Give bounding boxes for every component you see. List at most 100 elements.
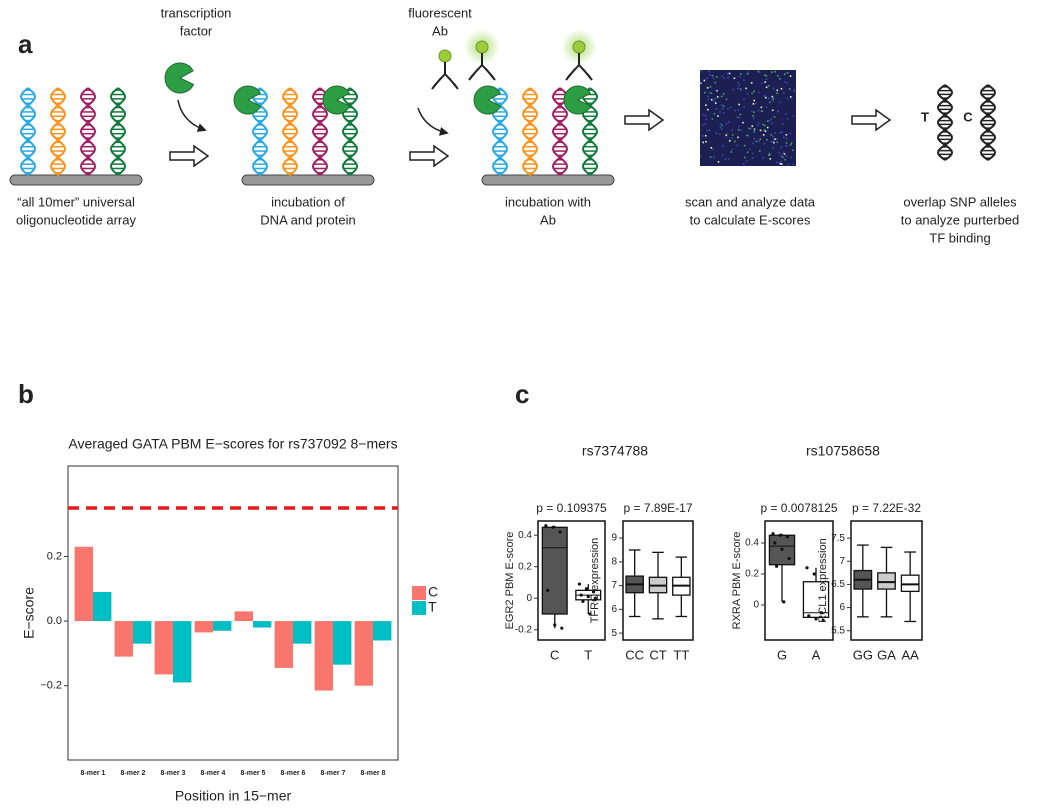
spot	[742, 121, 744, 124]
spot	[705, 104, 707, 106]
y-tick-label: 0	[526, 593, 532, 604]
strand	[19, 87, 37, 176]
strand	[551, 87, 569, 176]
spot	[705, 118, 708, 121]
strand	[281, 87, 299, 176]
step-caption: to calculate E-scores	[690, 212, 811, 227]
protein	[473, 85, 502, 115]
spot	[715, 89, 717, 92]
spot	[749, 148, 751, 151]
spot	[751, 110, 753, 113]
strand	[521, 87, 539, 176]
step-caption: DNA and protein	[260, 212, 355, 227]
spot	[765, 106, 768, 109]
spot	[722, 93, 725, 95]
spot	[720, 95, 723, 98]
y-tick-label: 0.0	[47, 615, 62, 627]
dna-helix	[521, 87, 539, 176]
dna-helix	[341, 87, 359, 176]
spot	[743, 79, 745, 81]
spot	[779, 162, 782, 165]
step-arrow	[851, 108, 892, 132]
spot	[714, 81, 717, 84]
bar	[74, 546, 93, 622]
bar	[173, 621, 192, 683]
spot	[764, 81, 766, 83]
x-tick-label: C	[550, 647, 559, 662]
spot	[725, 134, 728, 137]
allele: C	[963, 109, 973, 124]
spot	[760, 106, 763, 109]
bar	[213, 621, 232, 631]
y-axis-label: EGR2 PBM E-score	[504, 532, 516, 630]
spot	[753, 90, 755, 93]
spot	[720, 128, 723, 130]
spot	[757, 109, 760, 112]
curved-arrow	[177, 99, 207, 132]
spot	[792, 163, 795, 166]
point	[558, 530, 562, 534]
spot	[707, 98, 710, 101]
strand	[79, 87, 97, 176]
spot	[775, 138, 778, 141]
spot	[708, 92, 711, 94]
allele: T	[921, 109, 929, 124]
x-tick-label: 8-mer 4	[201, 770, 226, 777]
spot	[716, 96, 719, 98]
spot	[757, 124, 759, 126]
spot	[784, 81, 786, 83]
spot	[757, 140, 760, 143]
spot	[771, 122, 774, 125]
spot	[700, 70, 702, 73]
spot	[707, 95, 709, 98]
spot	[722, 111, 725, 114]
y-axis-label: RXRA PBM E-score	[731, 532, 743, 630]
spot	[707, 108, 709, 111]
spot	[781, 156, 784, 158]
spot	[715, 108, 718, 110]
snp-title: rs10758658	[806, 443, 880, 459]
x-tick-label: GG	[853, 647, 873, 662]
strand	[19, 87, 37, 176]
spot	[765, 86, 768, 89]
spot	[748, 127, 750, 130]
curved-arrow	[417, 107, 449, 136]
spot	[776, 92, 779, 95]
spot	[764, 130, 767, 133]
spot	[785, 142, 788, 144]
strand	[521, 87, 539, 176]
x-tick-label: CT	[649, 647, 666, 662]
spot	[792, 114, 795, 117]
reagent-label: factor	[180, 23, 213, 38]
spot	[766, 120, 769, 122]
spot	[753, 111, 755, 113]
x-tick-label: T	[584, 647, 592, 662]
spot	[751, 125, 754, 127]
x-axis-label: Position in 15−mer	[175, 788, 292, 804]
point	[785, 535, 789, 539]
spot	[704, 123, 707, 125]
spot	[712, 148, 714, 150]
spot	[752, 142, 754, 145]
spot	[753, 99, 756, 102]
strand	[79, 87, 97, 176]
spot	[751, 152, 754, 155]
spot	[776, 110, 779, 113]
y-tick-label: 0.2	[47, 550, 62, 562]
spot	[758, 150, 761, 152]
strand	[109, 87, 127, 176]
spot	[745, 87, 747, 90]
spot	[745, 159, 748, 162]
x-tick-label: 8-mer 7	[321, 770, 346, 777]
protein	[233, 85, 262, 115]
spot	[753, 129, 756, 132]
spot	[743, 156, 746, 159]
strand	[341, 87, 359, 176]
spot	[725, 122, 728, 125]
legend-label: C	[428, 584, 438, 600]
spot	[709, 156, 712, 159]
spot	[747, 71, 750, 73]
legend-label: T	[428, 599, 437, 615]
point	[579, 593, 583, 597]
